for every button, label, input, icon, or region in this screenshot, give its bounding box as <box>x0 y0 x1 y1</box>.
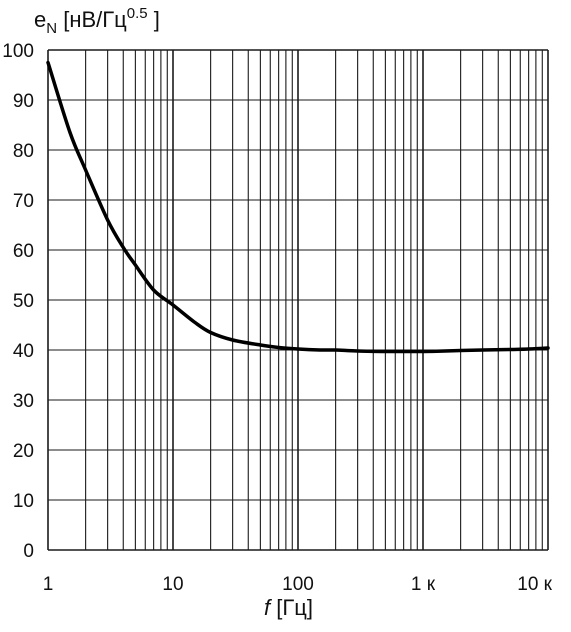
x-tick-label: 100 <box>282 574 314 595</box>
x-tick-labels: 1 10 100 1 к 10 к <box>43 574 553 595</box>
series-line <box>46 60 550 354</box>
grid <box>47 49 549 551</box>
x-tick-label: 10 <box>162 574 183 595</box>
x-tick-label: 1 к <box>411 574 436 595</box>
y-tick-label: 50 <box>13 291 34 312</box>
x-tick-label: 10 к <box>517 574 552 595</box>
series-layer <box>46 60 550 354</box>
x-axis-label: f [Гц] <box>264 595 313 620</box>
y-tick-label: 60 <box>13 241 34 262</box>
y-tick-label: 0 <box>23 541 34 562</box>
y-tick-labels: 0 10 20 30 40 50 60 70 80 90 100 <box>2 41 34 562</box>
y-tick-label: 80 <box>13 141 34 162</box>
y-tick-label: 10 <box>13 491 34 512</box>
y-tick-label: 90 <box>13 91 34 112</box>
y-tick-label: 70 <box>13 191 34 212</box>
y-tick-label: 20 <box>13 441 34 462</box>
y-tick-label: 40 <box>13 341 34 362</box>
x-tick-label: 1 <box>43 574 54 595</box>
y-tick-label: 100 <box>2 41 34 62</box>
y-tick-label: 30 <box>13 391 34 412</box>
y-axis-label: eN [нВ/Гц0.5 ] <box>34 5 160 37</box>
